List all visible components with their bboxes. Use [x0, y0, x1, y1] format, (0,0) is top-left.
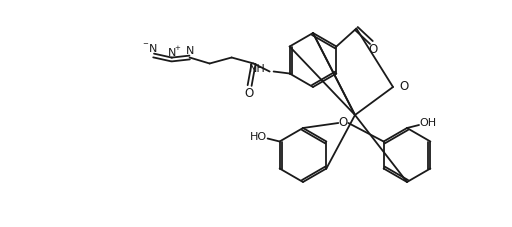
- Text: HO: HO: [250, 131, 267, 141]
- Text: O: O: [244, 87, 253, 100]
- Text: O: O: [338, 116, 348, 129]
- Text: +: +: [175, 45, 181, 52]
- Text: N: N: [185, 47, 194, 57]
- Text: N: N: [167, 49, 176, 59]
- Text: −: −: [143, 42, 148, 47]
- Text: OH: OH: [419, 118, 437, 128]
- Text: N: N: [148, 44, 157, 54]
- Text: O: O: [369, 43, 378, 56]
- Text: O: O: [399, 79, 408, 92]
- Text: NH: NH: [249, 64, 266, 74]
